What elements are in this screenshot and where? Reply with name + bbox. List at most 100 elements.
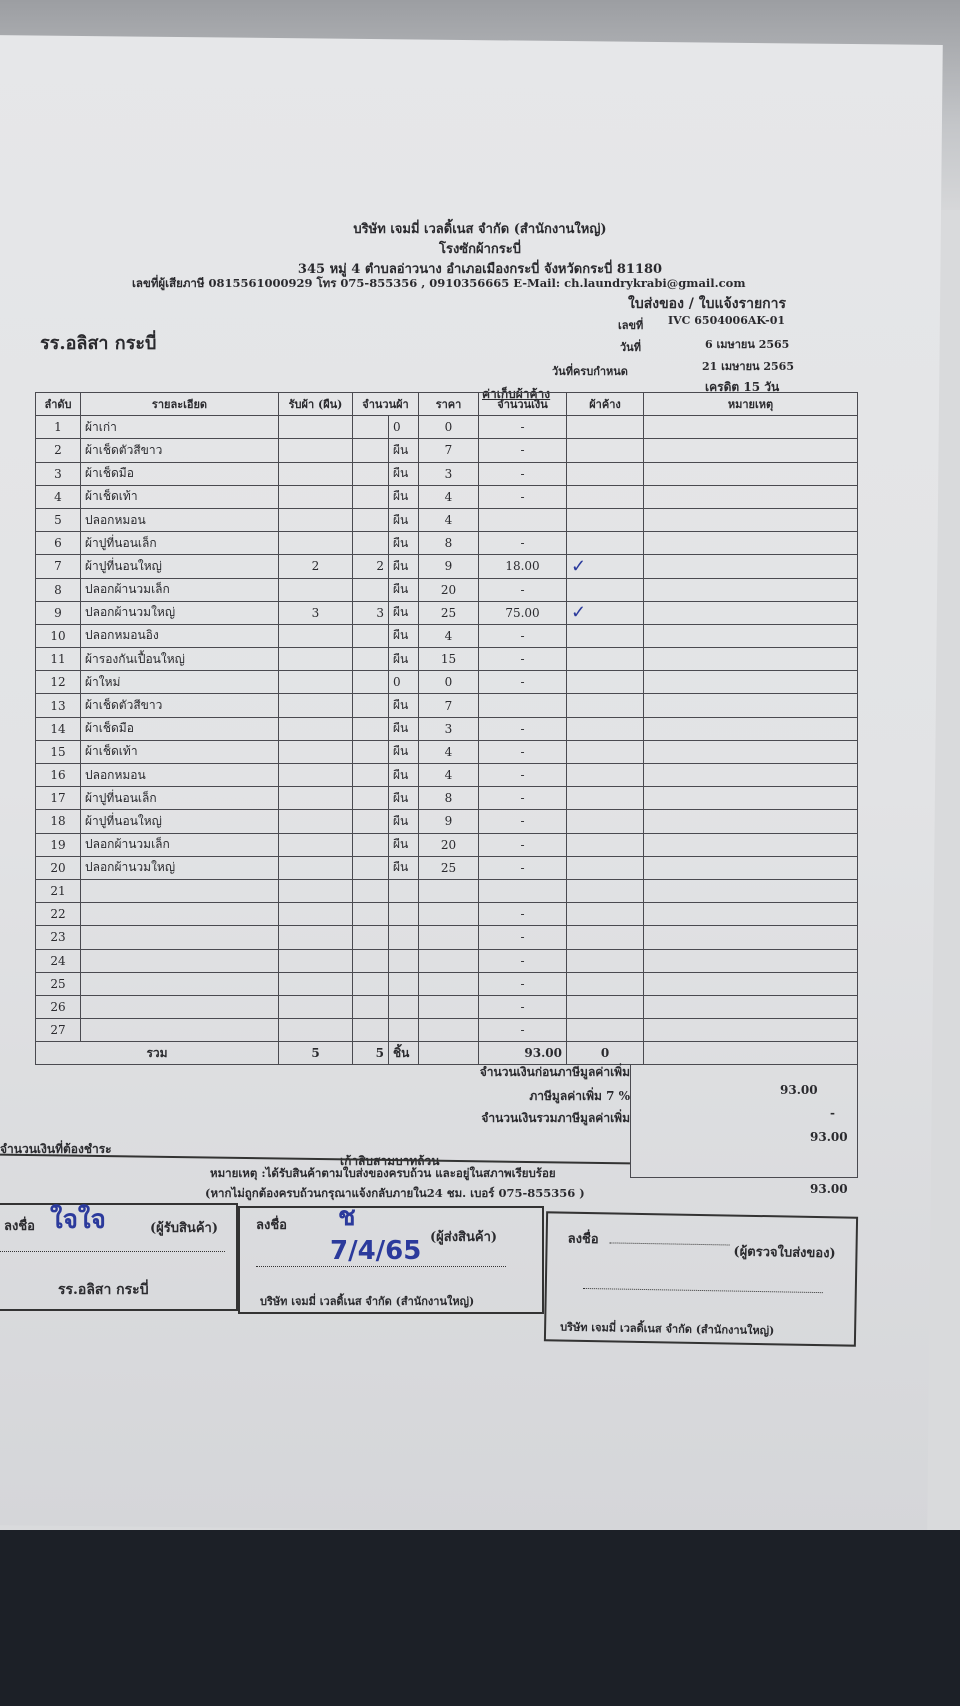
handwritten-date: 7/4/65 bbox=[330, 1236, 422, 1266]
table-row: 21 bbox=[35, 878, 858, 904]
cell-no: 10 bbox=[35, 623, 81, 649]
cell-remark bbox=[643, 832, 858, 857]
cell-amount: - bbox=[478, 623, 567, 649]
cell-no: 11 bbox=[35, 647, 81, 672]
cell-price: 7 bbox=[418, 693, 479, 718]
cell-mark bbox=[566, 577, 644, 602]
cell-unit: ผืน bbox=[388, 809, 419, 834]
cell-no: 24 bbox=[35, 948, 81, 973]
due-date: 21 เมษายน 2565 bbox=[702, 360, 794, 373]
cell-unit: ผืน bbox=[388, 693, 419, 718]
cell-no: 21 bbox=[35, 878, 81, 904]
cell-item: ผ้าเช็ดมือ bbox=[80, 461, 279, 486]
cell-unit: ผืน bbox=[388, 461, 419, 486]
cell-qty bbox=[352, 484, 389, 509]
cell-remark bbox=[643, 925, 858, 950]
cell-item: ผ้ารองกันเปื้อนใหญ่ bbox=[80, 647, 279, 672]
cell-item: ผ้าปูที่นอนใหญ่ bbox=[80, 554, 279, 579]
table-row: 8 ปลอกผ้านวมเล็ก ผืน 20- bbox=[35, 577, 858, 602]
cell-remark bbox=[643, 600, 858, 625]
company-name: บริษัท เจมมี่ เวลดิ้เนส จำกัด (สำนักงานใ… bbox=[353, 222, 607, 237]
cell-item: ปลอกผ้านวมเล็ก bbox=[80, 577, 279, 602]
cell-price: 4 bbox=[418, 484, 479, 509]
cell-amount: 75.00 bbox=[478, 600, 567, 625]
cell-item: ผ้าใหม่ bbox=[80, 670, 279, 695]
cell-price bbox=[418, 925, 479, 950]
role-label: (ผู้รับสินค้า) bbox=[150, 1221, 218, 1236]
cell-mark bbox=[566, 832, 644, 857]
cell-item: ผ้าเก่า bbox=[80, 415, 279, 440]
cell-mark bbox=[566, 855, 644, 880]
cell-mark bbox=[566, 670, 644, 695]
before-vat-label: จำนวนเงินก่อนภาษีมูลค่าเพิ่ม bbox=[479, 1065, 630, 1079]
table-row: 19 ปลอกผ้านวมเล็ก ผืน 20- bbox=[35, 832, 858, 857]
total-amount: 93.00 bbox=[478, 1041, 567, 1066]
cell-no: 5 bbox=[35, 507, 81, 533]
total-price-empty bbox=[418, 1041, 479, 1066]
cell-amount bbox=[478, 878, 567, 904]
cell-remark bbox=[643, 438, 858, 463]
cell-price: 4 bbox=[418, 739, 479, 765]
cell-qty bbox=[352, 786, 389, 811]
cell-qty: 3 bbox=[352, 600, 389, 625]
incl-vat-value: 93.00 bbox=[810, 1130, 848, 1144]
cell-amount: - bbox=[478, 670, 567, 695]
cell-mark bbox=[566, 762, 644, 788]
customer-name: รร.อลิสา กระบี่ bbox=[40, 333, 157, 354]
sign-label: ลงชื่อ bbox=[567, 1231, 599, 1248]
doc-no: IVC 6504006AK-01 bbox=[668, 314, 786, 327]
cell-qty bbox=[352, 670, 389, 695]
cell-amount: 18.00 bbox=[478, 554, 567, 579]
cell-price: 25 bbox=[418, 600, 479, 625]
cell-recv bbox=[278, 948, 353, 973]
cell-price bbox=[418, 1018, 479, 1043]
total-label: รวม bbox=[35, 1041, 279, 1066]
cell-price: 0 bbox=[418, 670, 479, 695]
cell-item: ผ้าเช็ดเท้า bbox=[80, 739, 279, 765]
cell-item: ผ้าเช็ดเท้า bbox=[80, 484, 279, 509]
cell-price: 20 bbox=[418, 832, 479, 857]
cell-no: 18 bbox=[35, 809, 81, 834]
cell-price: 8 bbox=[418, 531, 479, 556]
cell-qty bbox=[352, 577, 389, 602]
cell-no: 1 bbox=[35, 415, 81, 440]
background-surface bbox=[0, 1530, 960, 1706]
cell-no: 20 bbox=[35, 855, 81, 880]
total-remark-empty bbox=[643, 1041, 858, 1066]
cell-amount: - bbox=[478, 461, 567, 486]
cell-qty bbox=[352, 1018, 389, 1043]
cell-unit: ผืน bbox=[388, 554, 419, 579]
cell-mark: ✓ bbox=[566, 600, 644, 625]
cell-qty bbox=[352, 855, 389, 880]
cell-amount: - bbox=[478, 948, 567, 973]
cell-item: ปลอกหมอน bbox=[80, 762, 279, 788]
cell-item bbox=[80, 1018, 279, 1043]
note-line-1: หมายเหตุ :ได้รับสินค้าตามใบส่งของครบถ้วน… bbox=[210, 1166, 556, 1180]
cell-unit: ผืน bbox=[388, 438, 419, 463]
cell-recv bbox=[278, 647, 353, 672]
cell-recv bbox=[278, 994, 353, 1020]
table-row: 16 ปลอกหมอน ผืน 4- bbox=[35, 762, 858, 788]
cell-qty bbox=[352, 948, 389, 973]
cell-no: 25 bbox=[35, 971, 81, 996]
cell-unit: ผืน bbox=[388, 600, 419, 625]
cell-price: 3 bbox=[418, 716, 479, 741]
cell-recv bbox=[278, 809, 353, 834]
role-label: (ผู้ตรวจใบส่งของ) bbox=[733, 1244, 836, 1262]
total-row: รวม 5 5 ชิ้น 93.00 0 bbox=[35, 1041, 858, 1066]
cell-item: ปลอกหมอน bbox=[80, 507, 279, 533]
cell-remark bbox=[643, 461, 858, 486]
cell-item: ผ้าเช็ดมือ bbox=[80, 716, 279, 741]
cell-item bbox=[80, 994, 279, 1020]
cell-qty bbox=[352, 438, 389, 463]
cell-item: ปลอกผ้านวมใหญ่ bbox=[80, 855, 279, 880]
cell-remark bbox=[643, 484, 858, 509]
sign-label: ลงชื่อ bbox=[256, 1218, 287, 1233]
org-label: รร.อลิสา กระบี่ bbox=[58, 1282, 149, 1298]
table-row: 2 ผ้าเช็ดตัวสีขาว ผืน 7- bbox=[35, 438, 858, 463]
cell-amount bbox=[478, 507, 567, 533]
doc-date: 6 เมษายน 2565 bbox=[705, 338, 790, 351]
cell-mark bbox=[566, 484, 644, 509]
cell-no: 27 bbox=[35, 1018, 81, 1043]
cell-recv bbox=[278, 623, 353, 649]
